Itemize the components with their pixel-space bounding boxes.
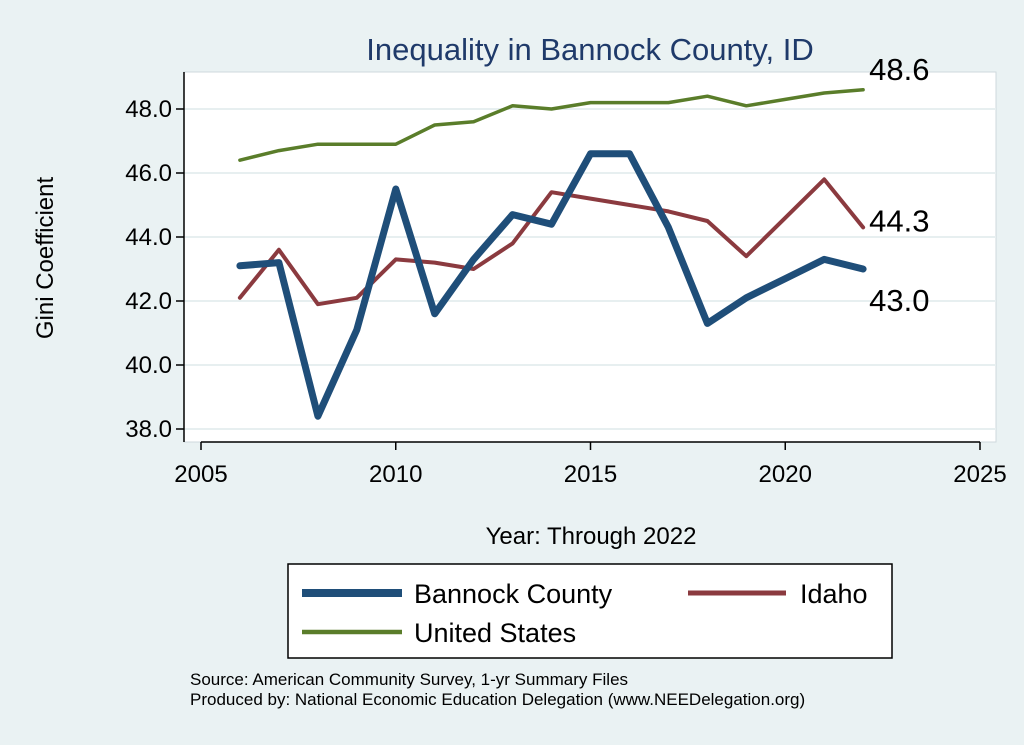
y-tick-label: 48.0 [125, 96, 172, 123]
series-line-bannock-county [236, 150, 867, 420]
source-note: Source: American Community Survey, 1-yr … [190, 670, 629, 689]
y-axis-title: Gini Coefficient [32, 177, 59, 340]
producer-note: Produced by: National Economic Education… [190, 690, 806, 709]
y-tick-label: 46.0 [125, 160, 172, 187]
series-line-united-states [238, 88, 865, 162]
gridlines [184, 108, 996, 430]
x-tick-label: 2010 [369, 461, 422, 488]
end-label-united-states: 48.6 [869, 52, 929, 87]
legend-label-bannock-county: Bannock County [414, 579, 613, 609]
x-tick-label: 2020 [759, 461, 812, 488]
x-tick-label: 2025 [953, 461, 1006, 488]
plot-area [183, 71, 997, 443]
legend-box [287, 563, 893, 659]
legend-label-idaho: Idaho [800, 579, 868, 609]
legend-label-united-states: United States [414, 618, 576, 648]
end-labels: 43.0 44.3 48.6 [869, 52, 929, 318]
x-tick-label: 2005 [174, 461, 227, 488]
axes: 38.0 40.0 42.0 44.0 46.0 48.0 2005 2010 2015 2020… [125, 72, 1007, 488]
end-label-idaho: 44.3 [869, 203, 929, 238]
x-axis-title: Year: Through 2022 [486, 523, 697, 550]
end-label-bannock-county: 43.0 [869, 283, 929, 318]
y-tick-label: 40.0 [125, 352, 172, 379]
y-tick-label: 42.0 [125, 288, 172, 315]
x-tick-label: 2015 [564, 461, 617, 488]
series-lines [236, 88, 867, 420]
legend: Bannock County Idaho United States [287, 563, 893, 659]
series-line-idaho [237, 177, 866, 307]
y-tick-label: 44.0 [125, 224, 172, 251]
y-tick-label: 38.0 [125, 416, 172, 443]
chart-title: Inequality in Bannock County, ID [366, 32, 813, 67]
